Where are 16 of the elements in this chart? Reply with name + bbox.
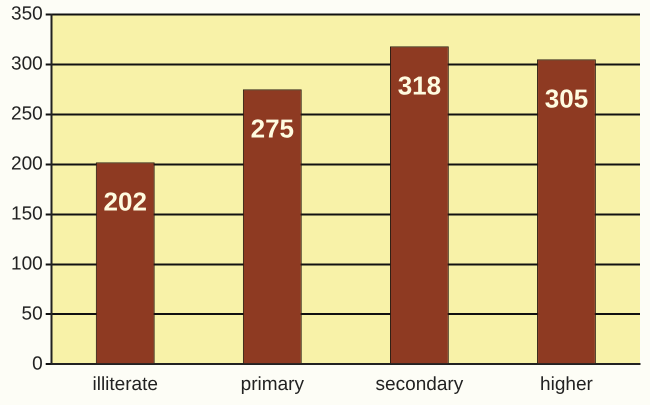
y-tick-label: 250 [11,104,43,125]
data-label: 202 [104,186,147,216]
data-label: 275 [250,114,294,144]
x-tick-label: illiterate [92,374,158,395]
x-tick-label: primary [240,374,304,395]
data-label: 305 [544,84,588,114]
y-tick-label: 200 [11,154,43,175]
y-tick-label: 0 [32,353,43,374]
x-tick-label: secondary [376,374,464,395]
y-tick-label: 350 [11,4,43,25]
y-tick-label: 100 [11,253,43,274]
x-tick-label: higher [540,374,594,395]
data-label: 318 [398,70,442,101]
y-tick-label: 150 [11,204,43,225]
y-tick-label: 50 [22,303,43,324]
y-tick-label: 300 [11,54,43,75]
